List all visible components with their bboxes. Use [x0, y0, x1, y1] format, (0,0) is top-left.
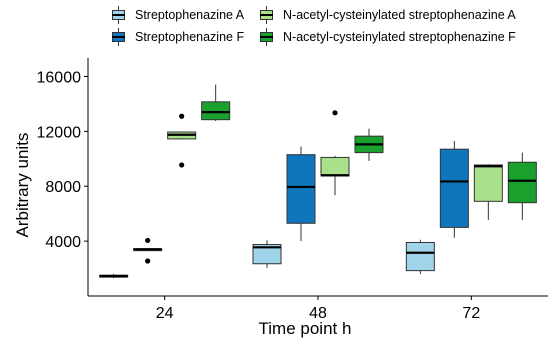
outlier-point — [179, 113, 185, 119]
box-body — [201, 101, 231, 121]
legend: Streptophenazine A Streptophenazine F N-… — [108, 6, 553, 52]
box-n-acetyl-cysteinylated-streptophenazine-f-72 — [507, 152, 537, 220]
box-n-acetyl-cysteinylated-streptophenazine-f-24 — [201, 84, 231, 122]
legend-label: Streptophenazine F — [135, 30, 245, 44]
y-tick-label: 8000 — [45, 179, 81, 196]
y-tick-label: 12000 — [37, 124, 82, 141]
box-body — [286, 154, 316, 224]
box-streptophenazine-f-72 — [439, 140, 469, 238]
box-body — [507, 161, 537, 204]
x-tick-label: 48 — [309, 305, 327, 322]
x-axis: 24 48 72 — [88, 295, 548, 322]
y-axis: 4000 8000 12000 16000 — [37, 58, 89, 296]
legend-key — [108, 6, 130, 24]
legend-key — [108, 28, 130, 46]
y-tick-label: 16000 — [37, 69, 82, 86]
box-body — [320, 156, 350, 177]
legend-key — [256, 28, 278, 46]
box-body — [473, 164, 503, 202]
outlier-point — [145, 237, 151, 244]
box-n-acetyl-cysteinylated-streptophenazine-a-72 — [473, 164, 503, 220]
box-body — [405, 241, 435, 272]
outlier-point — [145, 258, 151, 264]
legend-item: N-acetyl-cysteinylated streptophenazine … — [256, 28, 516, 46]
box-streptophenazine-f-24 — [133, 237, 163, 264]
y-tick-label: 4000 — [45, 234, 81, 251]
legend-key — [256, 6, 278, 24]
legend-label: Streptophenazine A — [135, 8, 245, 22]
x-tick-label: 24 — [156, 305, 174, 322]
legend-item: N-acetyl-cysteinylated streptophenazine … — [256, 6, 516, 24]
box-n-acetyl-cysteinylated-streptophenazine-f-48 — [354, 128, 384, 161]
box-n-acetyl-cysteinylated-streptophenazine-a-24 — [167, 113, 197, 168]
legend-label: N-acetyl-cysteinylated streptophenazine … — [283, 30, 516, 44]
box-n-acetyl-cysteinylated-streptophenazine-a-48 — [320, 110, 350, 196]
x-axis-label: Time point h — [259, 319, 352, 338]
outlier-point — [179, 162, 185, 168]
legend-item: Streptophenazine F — [108, 28, 244, 46]
box-streptophenazine-a-48 — [252, 240, 282, 268]
legend-label: N-acetyl-cysteinylated streptophenazine … — [283, 8, 516, 22]
outlier-point — [332, 110, 338, 116]
boxes-layer — [99, 84, 537, 279]
x-tick-label: 72 — [462, 305, 480, 322]
box-body — [252, 244, 282, 265]
box-streptophenazine-a-72 — [405, 239, 435, 275]
legend-item: Streptophenazine A — [108, 6, 244, 24]
box-streptophenazine-f-48 — [286, 146, 316, 242]
box-body — [439, 148, 469, 228]
y-axis-label: Arbitrary units — [13, 133, 32, 238]
box-streptophenazine-a-24 — [99, 273, 129, 279]
